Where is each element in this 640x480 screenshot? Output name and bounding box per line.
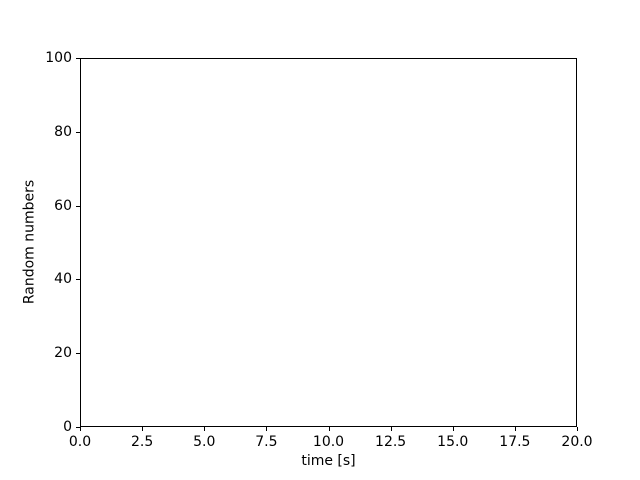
x-tick-label: 7.5 — [255, 434, 278, 450]
x-tick-label: 10.0 — [312, 434, 345, 450]
y-tick-mark — [76, 131, 80, 133]
y-tick-mark — [76, 427, 80, 428]
x-tick-mark — [80, 427, 81, 431]
x-axis-label: time [s] — [301, 453, 356, 469]
y-tick-label: 60 — [54, 197, 72, 214]
x-tick-mark — [452, 427, 454, 431]
x-tick-label: 5.0 — [193, 434, 216, 450]
y-tick-label: 100 — [45, 50, 72, 66]
y-tick-mark — [76, 279, 80, 281]
x-tick-mark — [142, 427, 144, 431]
y-tick-mark — [76, 353, 80, 355]
x-tick-mark — [328, 427, 330, 431]
x-tick-label: 15.0 — [437, 434, 469, 450]
y-tick-label: 80 — [54, 123, 72, 140]
x-tick-mark — [514, 427, 516, 431]
plot-area — [80, 58, 577, 427]
x-tick-label: 2.5 — [130, 434, 154, 450]
x-tick-label: 17.5 — [499, 434, 531, 450]
y-tick-mark — [76, 58, 80, 59]
y-tick-label: 0 — [63, 419, 72, 435]
y-tick-label: 40 — [54, 271, 72, 288]
x-tick-mark — [577, 427, 578, 431]
x-tick-label: 20.0 — [561, 434, 593, 450]
x-tick-mark — [266, 427, 268, 431]
x-tick-label: 12.5 — [375, 434, 407, 450]
x-tick-mark — [390, 427, 392, 431]
x-tick-label: 0.0 — [68, 434, 92, 450]
y-tick-label: 20 — [54, 345, 72, 362]
y-tick-mark — [76, 205, 80, 207]
x-tick-mark — [204, 427, 206, 431]
